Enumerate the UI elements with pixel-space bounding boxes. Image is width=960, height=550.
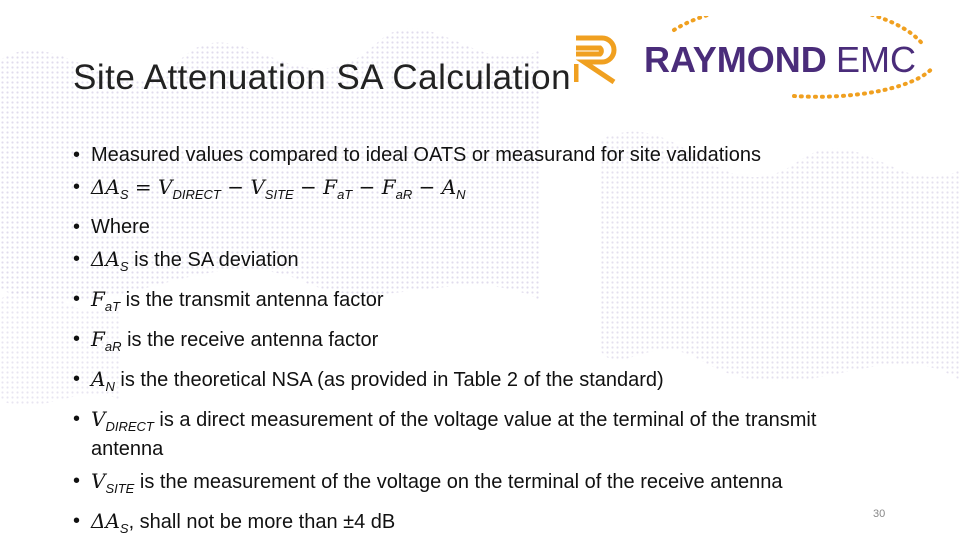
- bullet: FaR is the receive antenna factor: [73, 328, 873, 358]
- subscript: aT: [104, 299, 121, 314]
- subscript: N: [105, 379, 115, 394]
- math-text: ΔA: [91, 509, 120, 533]
- bullet: VSITE is the measurement of the voltage …: [73, 470, 873, 500]
- math-text: ΔA: [91, 175, 120, 199]
- bullet: AN is the theoretical NSA (as provided i…: [73, 368, 873, 398]
- bullet-text: Measured values compared to ideal OATS o…: [91, 144, 761, 166]
- logo-brand: RAYMOND: [644, 39, 827, 80]
- math-text: A: [91, 367, 106, 391]
- subscript: S: [119, 521, 129, 536]
- subscript: aR: [104, 339, 122, 354]
- math-text: − F: [293, 175, 338, 199]
- logo: RAYMOND EMC: [574, 16, 936, 99]
- math-text: V: [91, 407, 106, 431]
- bullet: ΔAS = VDIRECT − VSITE − FaT − FaR − AN: [73, 176, 873, 206]
- subscript: aT: [337, 187, 353, 202]
- math-text: F: [91, 327, 105, 351]
- bullet: ΔAS is the SA deviation: [73, 248, 873, 278]
- subscript: aR: [395, 187, 413, 202]
- math-text: ΔA: [91, 247, 120, 271]
- math-text: V: [91, 469, 106, 493]
- bullet-text: Where: [91, 216, 150, 238]
- bullet-text: is the receive antenna factor: [121, 329, 379, 351]
- slide-title: Site Attenuation SA Calculation: [73, 58, 572, 97]
- bullet-text: is the transmit antenna factor: [120, 289, 384, 311]
- subscript: SITE: [264, 187, 294, 202]
- bullet-text: , shall not be more than ±4 dB: [128, 511, 396, 533]
- math-text: F: [91, 287, 105, 311]
- subscript: S: [119, 187, 129, 202]
- bullet-text: is the theoretical NSA (as provided in T…: [114, 369, 664, 391]
- math-text: − A: [412, 175, 457, 199]
- subscript: SITE: [105, 481, 135, 496]
- subscript: S: [119, 259, 129, 274]
- bullet: Measured values compared to ideal OATS o…: [73, 144, 873, 166]
- bullet: FaT is the transmit antenna factor: [73, 288, 873, 318]
- bullet-text: is the measurement of the voltage on the…: [134, 471, 783, 493]
- logo-suffix: EMC: [836, 39, 916, 80]
- math-text: = V: [128, 175, 173, 199]
- bullet: ΔAS, shall not be more than ±4 dB: [73, 510, 873, 540]
- math-text: − V: [220, 175, 265, 199]
- bullet: Where: [73, 216, 873, 238]
- bullet-list: Measured values compared to ideal OATS o…: [73, 144, 873, 550]
- bullet-text: is the SA deviation: [128, 249, 299, 271]
- math-text: − F: [352, 175, 396, 199]
- bullet: VDIRECT is a direct measurement of the v…: [73, 408, 873, 460]
- subscript: N: [456, 187, 466, 202]
- bullet-text: is a direct measurement of the voltage v…: [91, 409, 817, 460]
- subscript: DIRECT: [172, 187, 221, 202]
- subscript: DIRECT: [105, 419, 154, 434]
- page-number: 30: [873, 508, 886, 520]
